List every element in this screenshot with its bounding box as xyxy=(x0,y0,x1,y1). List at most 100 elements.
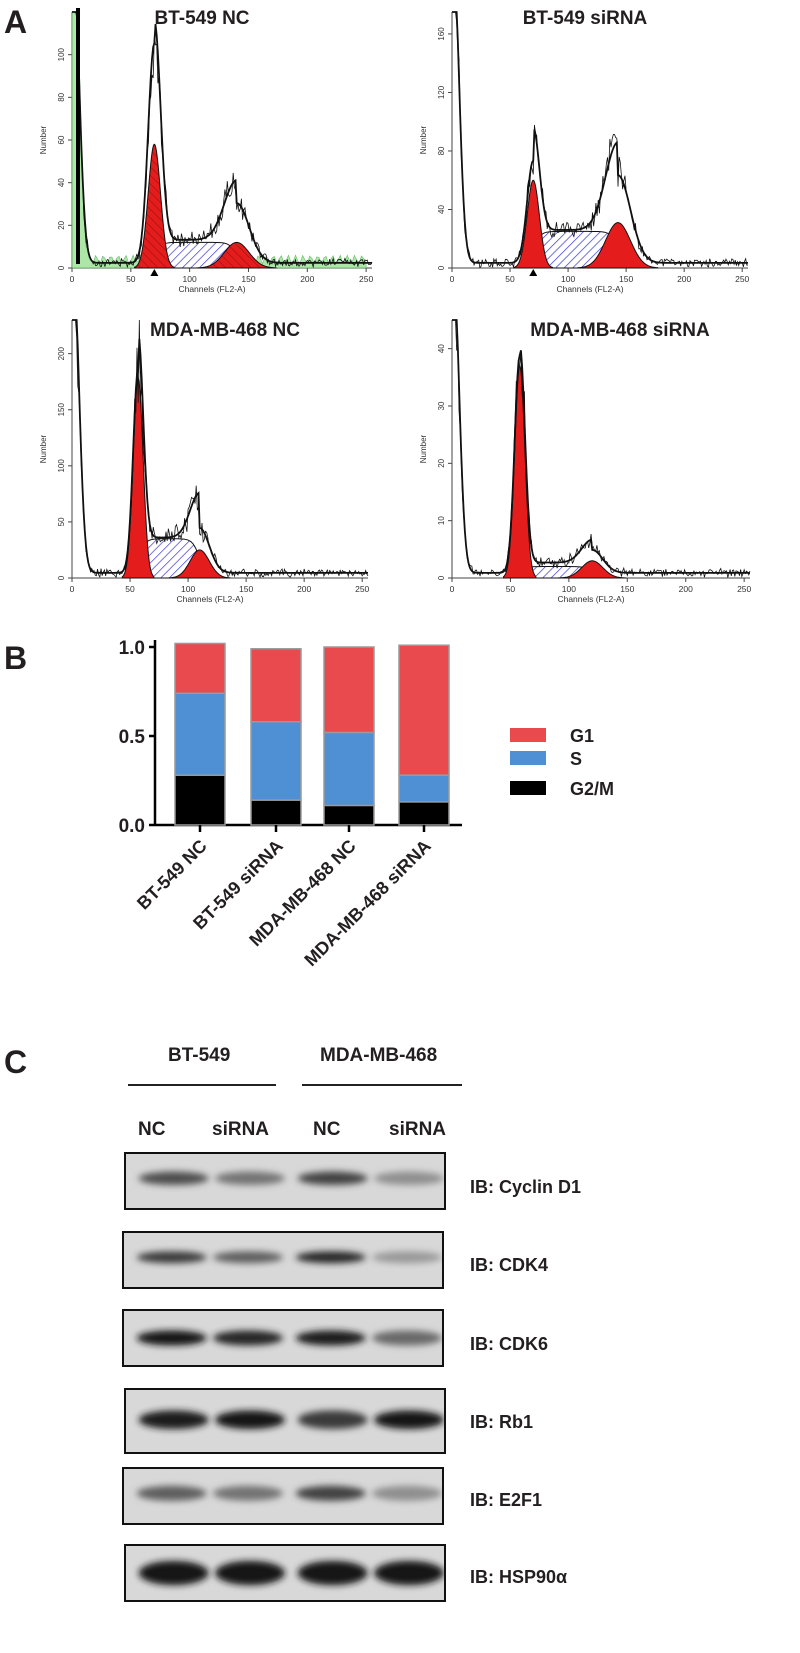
y-tick-label: 60 xyxy=(57,135,66,144)
y-tick-label: 0 xyxy=(57,575,66,580)
blot-band xyxy=(374,1560,444,1586)
y-tick-label: 150 xyxy=(57,403,66,417)
y-tick-label: 160 xyxy=(437,27,446,41)
blot-band xyxy=(374,1410,444,1430)
blot-antibody-label: IB: E2F1 xyxy=(470,1490,543,1510)
legend-swatch-g2m xyxy=(510,781,546,795)
y-tick-label: 100 xyxy=(57,47,66,61)
model-fit-line xyxy=(72,319,368,574)
x-axis-label: Channels (FL2-A) xyxy=(557,594,624,604)
g1-marker-triangle xyxy=(529,269,538,276)
x-tick-label: 0 xyxy=(450,274,455,284)
y-tick-label: 200 xyxy=(57,346,66,360)
x-tick-label: 250 xyxy=(737,584,751,594)
blot-band xyxy=(136,1485,207,1501)
blot-band xyxy=(297,1171,368,1186)
blot-antibody-label: IB: Cyclin D1 xyxy=(470,1177,582,1197)
blot-strip-5 xyxy=(122,1467,444,1525)
raw-histogram-line xyxy=(452,319,751,578)
blot-band xyxy=(297,1560,368,1586)
legend-label: G1 xyxy=(570,726,594,746)
x-tick-label: 250 xyxy=(735,274,749,284)
panel-label-a: A xyxy=(4,4,28,40)
blot-antibody-label: IB: Rb1 xyxy=(470,1412,533,1432)
g2m-peak xyxy=(168,549,231,579)
g2m-peak xyxy=(558,560,628,579)
bar-category-label: MDA-MB-468 siRNA xyxy=(300,836,434,970)
y-tick-label: 50 xyxy=(57,517,66,526)
legend-label: S xyxy=(570,749,582,769)
x-tick-label: 200 xyxy=(300,274,314,284)
x-tick-label: 150 xyxy=(620,584,634,594)
histogram-title: BT-549 NC xyxy=(154,8,249,29)
bar-segment-g1-3 xyxy=(323,646,375,734)
blot-strip-1 xyxy=(124,1152,446,1210)
bar-segment-s-1 xyxy=(174,692,226,776)
x-axis-label: Channels (FL2-A) xyxy=(178,284,245,294)
x-axis-label: Channels (FL2-A) xyxy=(176,594,243,604)
g1-marker-triangle xyxy=(150,269,159,276)
g1-peak xyxy=(134,143,175,269)
blot-band xyxy=(215,1171,285,1186)
x-tick-label: 150 xyxy=(239,584,253,594)
legend-label: G2/M xyxy=(570,779,614,799)
model-fit-line xyxy=(452,11,748,264)
g1-peak xyxy=(513,179,554,269)
y-tick-label: 80 xyxy=(437,146,446,155)
x-axis-label: Channels (FL2-A) xyxy=(556,284,623,294)
blot-band xyxy=(138,1560,209,1586)
raw-histogram-line xyxy=(452,11,749,269)
histogram-1: BT-549 NC 0 20 40 60 80 100 Number 0 50 100 150 200 2… xyxy=(39,8,373,294)
x-tick-label: 0 xyxy=(450,584,455,594)
bar-y-tick-label: 0.0 xyxy=(119,816,145,837)
x-tick-label: 50 xyxy=(126,274,136,284)
blot-band xyxy=(295,1330,366,1346)
y-tick-label: 0 xyxy=(437,575,446,580)
blot-band xyxy=(372,1251,442,1264)
x-tick-label: 100 xyxy=(183,274,197,284)
histogram-3: MDA-MB-468 NC 0 50 100 150 200 Number 0 50 100 150… xyxy=(39,319,370,604)
g2m-peak xyxy=(577,222,659,269)
legend-swatch-g1 xyxy=(510,728,546,742)
blot-band xyxy=(136,1251,207,1264)
model-fit-line xyxy=(452,319,750,574)
x-tick-label: 100 xyxy=(181,584,195,594)
x-tick-label: 250 xyxy=(355,584,369,594)
bar-y-tick-label: 1.0 xyxy=(119,640,145,659)
blot-band xyxy=(374,1171,444,1186)
flow-cytometry-panel: BT-549 NC 0 20 40 60 80 100 Number 0 50 100 150 200 2… xyxy=(39,8,752,604)
raw-histogram-line xyxy=(72,319,369,579)
y-tick-label: 0 xyxy=(437,265,446,270)
x-tick-label: 150 xyxy=(619,274,633,284)
bar-segment-s-4 xyxy=(398,774,450,803)
bar-segment-g2m-2 xyxy=(250,799,302,826)
y-axis-label: Number xyxy=(419,125,428,154)
blot-band xyxy=(372,1330,442,1346)
histogram-title: MDA-MB-468 NC xyxy=(150,320,300,341)
blot-band xyxy=(297,1410,368,1430)
bar-segment-g1-4 xyxy=(398,644,450,776)
blot-band xyxy=(213,1485,283,1501)
bar-segment-g2m-4 xyxy=(398,801,450,826)
group-title-mdamb468: MDA-MB-468 xyxy=(320,1045,438,1066)
blot-strip-4 xyxy=(124,1388,446,1454)
y-tick-label: 40 xyxy=(57,178,66,187)
blot-band xyxy=(295,1251,366,1264)
lane-label-4: siRNA xyxy=(389,1119,447,1140)
bar-segment-g2m-1 xyxy=(174,774,226,826)
y-tick-label: 0 xyxy=(57,265,66,270)
x-tick-label: 0 xyxy=(70,584,75,594)
panel-label-c: C xyxy=(4,1044,28,1080)
bar-segment-s-2 xyxy=(250,721,302,801)
x-tick-label: 50 xyxy=(125,584,135,594)
bar-legend: G1 S G2/M xyxy=(510,726,614,799)
panel-label-b: B xyxy=(4,640,28,676)
model-fit-line xyxy=(72,11,372,264)
bar-segment-g1-1 xyxy=(174,642,226,695)
blot-band xyxy=(213,1330,283,1346)
x-tick-label: 200 xyxy=(677,274,691,284)
y-tick-label: 20 xyxy=(437,458,446,467)
group-title-bt549: BT-549 xyxy=(168,1045,231,1066)
x-tick-label: 200 xyxy=(297,584,311,594)
